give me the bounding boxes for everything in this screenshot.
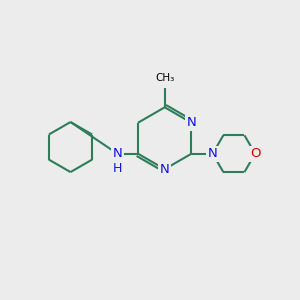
Text: H: H xyxy=(112,162,122,175)
Text: N: N xyxy=(112,147,122,160)
Text: CH₃: CH₃ xyxy=(155,73,174,83)
Text: N: N xyxy=(208,147,218,160)
Text: O: O xyxy=(250,147,260,160)
Text: N: N xyxy=(160,163,169,176)
Text: N: N xyxy=(208,147,218,160)
Text: N: N xyxy=(187,116,196,129)
